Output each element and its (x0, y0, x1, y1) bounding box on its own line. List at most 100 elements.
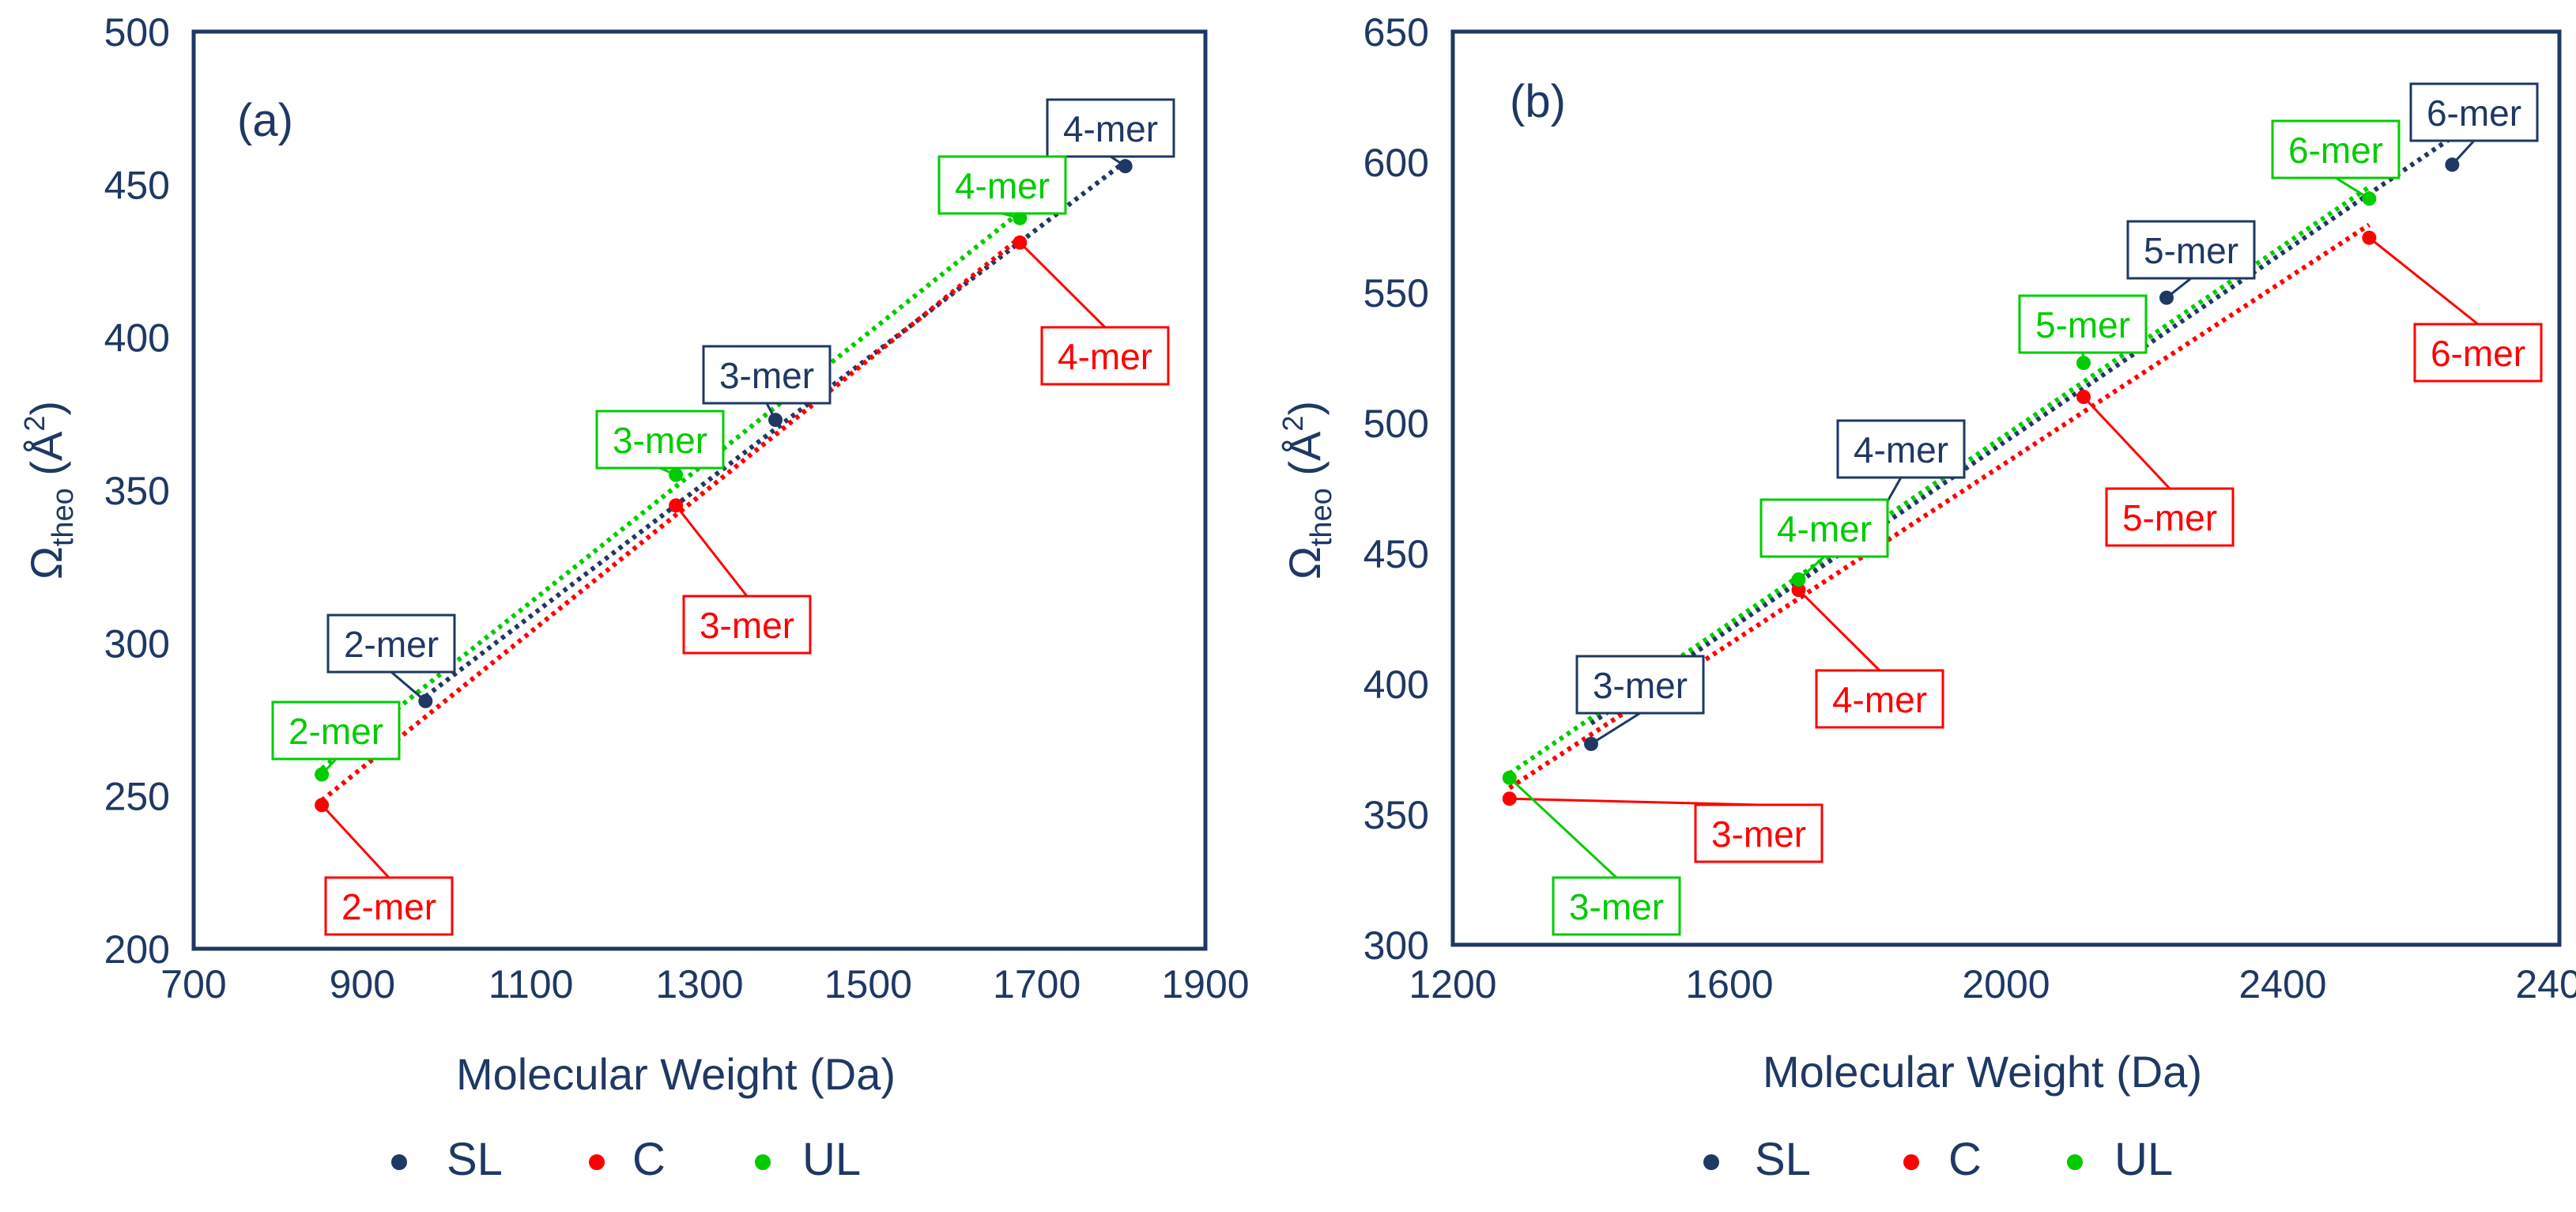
callout-leader (765, 402, 777, 421)
callout-box (1694, 803, 1824, 863)
callout-box (324, 876, 454, 936)
callout-box (1759, 498, 1889, 558)
callout-label: 4-mer (1854, 429, 1948, 470)
x-tick-label: 1500 (824, 962, 912, 1006)
point-callouts-b: 3-mer 4-mer 5-mer 6-mer 3-mer 4-mer 5-mer 6-mer… (1508, 82, 2543, 936)
plot-area-b (1450, 29, 2562, 947)
callout-leader (2166, 277, 2192, 299)
callout-leader (2335, 176, 2370, 200)
callout-box (702, 345, 832, 405)
legend-marker-ul (755, 1154, 771, 1170)
y-tick-label: 500 (1363, 402, 1429, 446)
callout-box (2271, 119, 2401, 179)
y-tick-label: 600 (1363, 141, 1429, 185)
x-tick-label: 1700 (993, 962, 1081, 1006)
callout-label: 5-mer (2122, 497, 2217, 538)
x-tick-label: 2000 (1962, 962, 2050, 1006)
y-tick-label: 500 (104, 10, 170, 55)
callout-leader (2451, 139, 2476, 166)
panel-label-a: (a) (237, 95, 293, 146)
callout-label: 4-mer (1777, 508, 1872, 549)
callout-label: 3-mer (700, 605, 794, 646)
chart-panel-b: (b) 300 350 400 450 500 550 600 650 1200 1600 200… (1277, 10, 2576, 1185)
callout-label: 4-mer (955, 165, 1050, 206)
y-tick-label: 250 (104, 775, 170, 819)
y-tick-labels-b: 300 350 400 450 500 550 600 650 (1363, 10, 1429, 968)
x-tick-label: 1200 (1409, 962, 1496, 1006)
y-tick-labels-a: 200 250 300 350 400 450 500 (104, 10, 170, 972)
legend-marker-c (589, 1154, 605, 1170)
callout-box (1836, 419, 1966, 479)
data-point-ul (2362, 191, 2377, 206)
callout-leader (1508, 776, 1618, 879)
trend-lines-a (320, 159, 1127, 802)
callout-box (937, 155, 1067, 215)
y-tick-label: 450 (1363, 532, 1429, 576)
callout-leader (674, 504, 749, 597)
legend-a: SL C UL (391, 1134, 861, 1185)
y-tick-label: 550 (1363, 271, 1429, 315)
legend-label-sl: SL (447, 1134, 503, 1185)
y-tick-label: 650 (1363, 10, 1429, 55)
callout-leader (2082, 395, 2171, 490)
callout-leader (2368, 236, 2479, 326)
x-tick-label: 900 (330, 962, 395, 1006)
x-tick-label: 1100 (488, 962, 574, 1006)
callout-label: 3-mer (719, 355, 814, 396)
callout-label: 2-mer (344, 624, 439, 665)
callout-box (1046, 98, 1175, 158)
x-tick-label: 1900 (1161, 962, 1249, 1006)
y-tick-label: 200 (104, 927, 170, 972)
callout-box (2126, 220, 2256, 280)
legend-label-ul: UL (802, 1134, 861, 1185)
x-tick-label: 1300 (655, 962, 743, 1006)
callout-label: 4-mer (1058, 336, 1152, 377)
callout-box (682, 595, 812, 655)
callout-box (2413, 323, 2543, 383)
callout-label: 3-mer (1593, 665, 1688, 706)
callout-label: 3-mer (1711, 814, 1806, 855)
trend-line-sl (424, 159, 1127, 699)
callout-leader (1797, 555, 1825, 581)
callout-box (1575, 655, 1705, 715)
point-callouts-a: 2-mer 3-mer 4-mer 2-mer 3-mer 4-mer 2-mer 3-mer… (271, 98, 1175, 936)
x-axis-title-a: Molecular Weight (Da) (456, 1049, 896, 1099)
callout-leader (321, 757, 338, 776)
callout-leader (1797, 589, 1881, 672)
callout-label: 3-mer (1569, 886, 1664, 927)
callout-leader (2081, 352, 2085, 364)
x-tick-labels-a: 700 900 1100 1300 1500 1700 1900 (160, 962, 1249, 1006)
panel-label-b: (b) (1510, 76, 1566, 127)
callout-label: 5-mer (2035, 304, 2130, 345)
legend-b: SL C UL (1703, 1134, 2173, 1185)
trend-line-ul (320, 210, 1022, 771)
callout-label: 6-mer (2288, 130, 2383, 171)
legend-label-c: C (632, 1134, 666, 1185)
x-tick-label: 2400 (2238, 962, 2326, 1006)
y-tick-label: 350 (1363, 793, 1429, 837)
y-tick-label: 400 (1363, 663, 1429, 707)
callout-label: 4-mer (1832, 679, 1927, 720)
callout-leader (390, 670, 427, 702)
callout-label: 3-mer (613, 420, 707, 461)
callout-leader (1110, 155, 1126, 168)
callout-label: 6-mer (2431, 333, 2525, 374)
callout-label: 5-mer (2144, 230, 2238, 271)
legend-marker-ul (2067, 1154, 2083, 1170)
x-tick-label: 2400 (2515, 962, 2576, 1006)
callout-label: 6-mer (2427, 93, 2521, 134)
y-tick-label: 400 (104, 316, 170, 361)
y-tick-label: 300 (1363, 923, 1429, 968)
chart-panel-a: (a) 200 250 300 350 400 450 500 700 900 1100 1300… (18, 10, 1250, 1185)
legend-label-sl: SL (1755, 1134, 1811, 1185)
callout-label: 4-mer (1063, 108, 1158, 149)
legend-marker-sl (1703, 1154, 1719, 1170)
callout-box (1040, 326, 1170, 386)
y-axis-title-a: Ωtheo (Å2) (18, 401, 80, 580)
trend-lines-b (1508, 135, 2454, 791)
x-tick-labels-b: 1200 1600 2000 2400 2400 (1409, 962, 2576, 1006)
callout-box (326, 614, 456, 674)
callout-label: 2-mer (341, 886, 436, 927)
callout-box (1815, 669, 1944, 729)
